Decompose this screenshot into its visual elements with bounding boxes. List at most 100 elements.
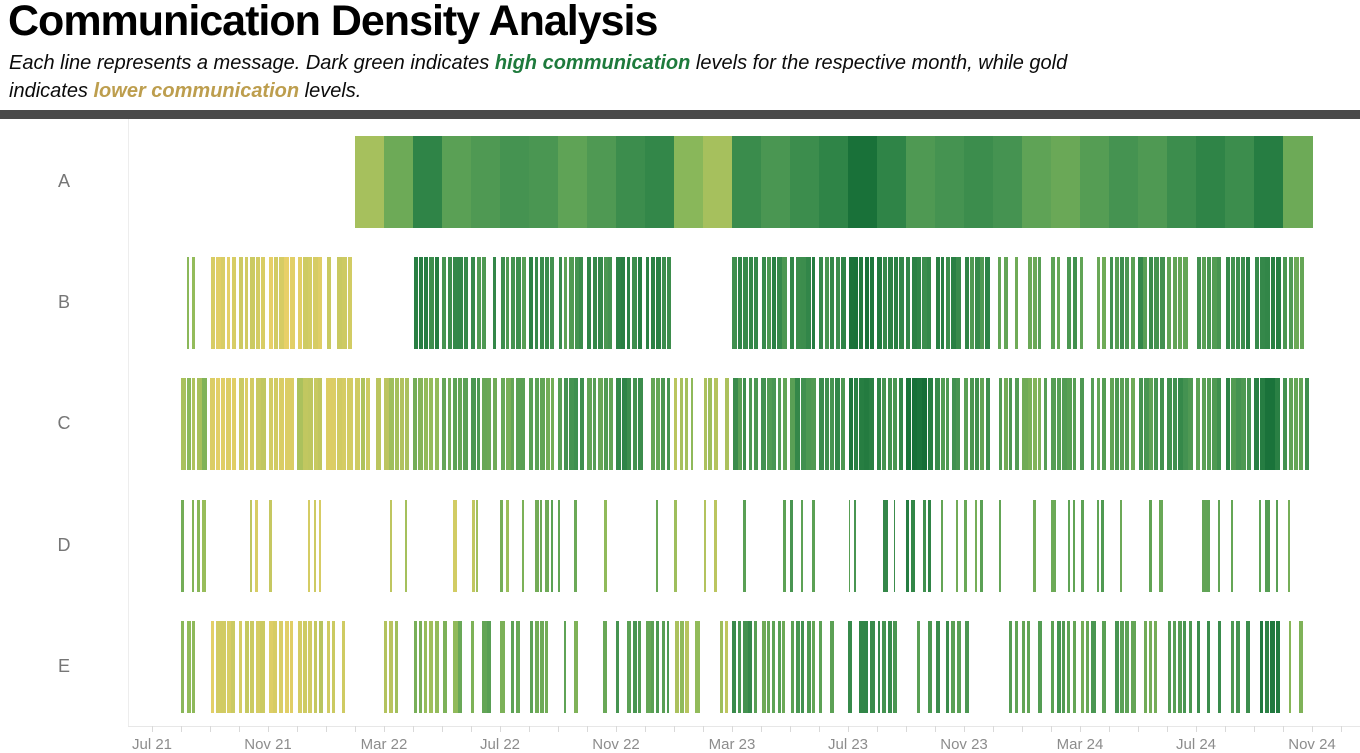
message-line[interactable]	[279, 257, 285, 349]
message-line[interactable]	[1288, 378, 1293, 470]
message-line[interactable]	[829, 378, 835, 470]
message-line[interactable]	[964, 378, 969, 470]
message-line[interactable]	[1028, 257, 1032, 349]
message-line[interactable]	[418, 257, 424, 349]
message-line[interactable]	[471, 257, 475, 349]
message-line[interactable]	[482, 621, 488, 713]
message-line[interactable]	[510, 378, 515, 470]
message-line[interactable]	[476, 257, 481, 349]
message-line[interactable]	[216, 621, 221, 713]
message-line[interactable]	[738, 378, 742, 470]
message-line[interactable]	[1172, 257, 1178, 349]
message-line[interactable]	[458, 378, 463, 470]
message-line[interactable]	[609, 378, 613, 470]
message-line[interactable]	[922, 257, 927, 349]
message-line[interactable]	[771, 257, 777, 349]
message-line[interactable]	[1202, 378, 1206, 470]
message-line[interactable]	[848, 378, 853, 470]
message-line[interactable]	[1299, 621, 1303, 713]
message-line[interactable]	[940, 500, 944, 592]
message-line[interactable]	[1304, 378, 1310, 470]
message-line[interactable]	[703, 378, 707, 470]
message-line[interactable]	[795, 621, 800, 713]
message-line[interactable]	[192, 257, 196, 349]
message-line[interactable]	[453, 378, 458, 470]
message-line[interactable]	[505, 257, 510, 349]
message-line[interactable]	[1206, 378, 1211, 470]
message-line[interactable]	[1096, 257, 1100, 349]
message-line[interactable]	[487, 621, 492, 713]
message-line[interactable]	[1265, 257, 1271, 349]
message-line[interactable]	[1206, 621, 1211, 713]
message-line[interactable]	[935, 621, 940, 713]
message-line[interactable]	[945, 621, 950, 713]
message-line[interactable]	[500, 257, 506, 349]
message-line[interactable]	[1196, 257, 1201, 349]
message-line[interactable]	[413, 257, 419, 349]
message-line[interactable]	[1004, 378, 1008, 470]
message-line[interactable]	[840, 378, 845, 470]
message-line[interactable]	[255, 378, 261, 470]
message-line[interactable]	[1080, 621, 1085, 713]
message-line[interactable]	[656, 500, 659, 592]
message-line[interactable]	[476, 378, 481, 470]
message-line[interactable]	[429, 378, 434, 470]
message-line[interactable]	[761, 257, 766, 349]
message-line[interactable]	[1130, 257, 1135, 349]
message-line[interactable]	[384, 621, 388, 713]
message-line[interactable]	[587, 378, 592, 470]
message-line[interactable]	[516, 257, 521, 349]
message-line[interactable]	[1182, 257, 1188, 349]
message-line[interactable]	[713, 378, 718, 470]
message-line[interactable]	[558, 257, 563, 349]
message-line[interactable]	[1138, 378, 1143, 470]
message-line[interactable]	[231, 378, 236, 470]
message-line[interactable]	[638, 621, 641, 713]
message-line[interactable]	[1167, 136, 1197, 228]
message-line[interactable]	[394, 378, 399, 470]
message-line[interactable]	[1032, 378, 1037, 470]
message-line[interactable]	[535, 621, 539, 713]
message-line[interactable]	[790, 378, 796, 470]
message-line[interactable]	[423, 378, 428, 470]
message-line[interactable]	[1183, 378, 1189, 470]
message-line[interactable]	[196, 500, 200, 592]
message-line[interactable]	[869, 378, 875, 470]
message-line[interactable]	[181, 500, 185, 592]
message-line[interactable]	[297, 621, 302, 713]
message-line[interactable]	[255, 500, 258, 592]
message-line[interactable]	[1080, 500, 1084, 592]
message-line[interactable]	[260, 621, 265, 713]
message-line[interactable]	[1138, 136, 1168, 228]
message-line[interactable]	[790, 257, 795, 349]
message-line[interactable]	[191, 621, 196, 713]
message-line[interactable]	[753, 257, 759, 349]
message-line[interactable]	[463, 257, 468, 349]
message-line[interactable]	[1159, 257, 1165, 349]
message-line[interactable]	[521, 500, 524, 592]
message-line[interactable]	[656, 621, 660, 713]
message-line[interactable]	[239, 378, 245, 470]
message-line[interactable]	[651, 378, 656, 470]
message-line[interactable]	[772, 378, 777, 470]
message-line[interactable]	[1148, 257, 1153, 349]
message-line[interactable]	[308, 378, 314, 470]
message-line[interactable]	[279, 378, 285, 470]
message-line[interactable]	[969, 378, 975, 470]
message-line[interactable]	[986, 378, 991, 470]
message-line[interactable]	[690, 378, 694, 470]
message-line[interactable]	[592, 378, 597, 470]
message-line[interactable]	[877, 621, 881, 713]
message-line[interactable]	[911, 500, 915, 592]
message-line[interactable]	[574, 621, 578, 713]
message-line[interactable]	[545, 378, 551, 470]
message-line[interactable]	[864, 257, 870, 349]
message-line[interactable]	[384, 136, 414, 228]
message-line[interactable]	[347, 378, 353, 470]
message-line[interactable]	[1299, 257, 1304, 349]
message-line[interactable]	[1265, 500, 1270, 592]
message-line[interactable]	[273, 257, 279, 349]
message-line[interactable]	[1008, 378, 1012, 470]
message-line[interactable]	[220, 621, 226, 713]
message-line[interactable]	[516, 621, 521, 713]
